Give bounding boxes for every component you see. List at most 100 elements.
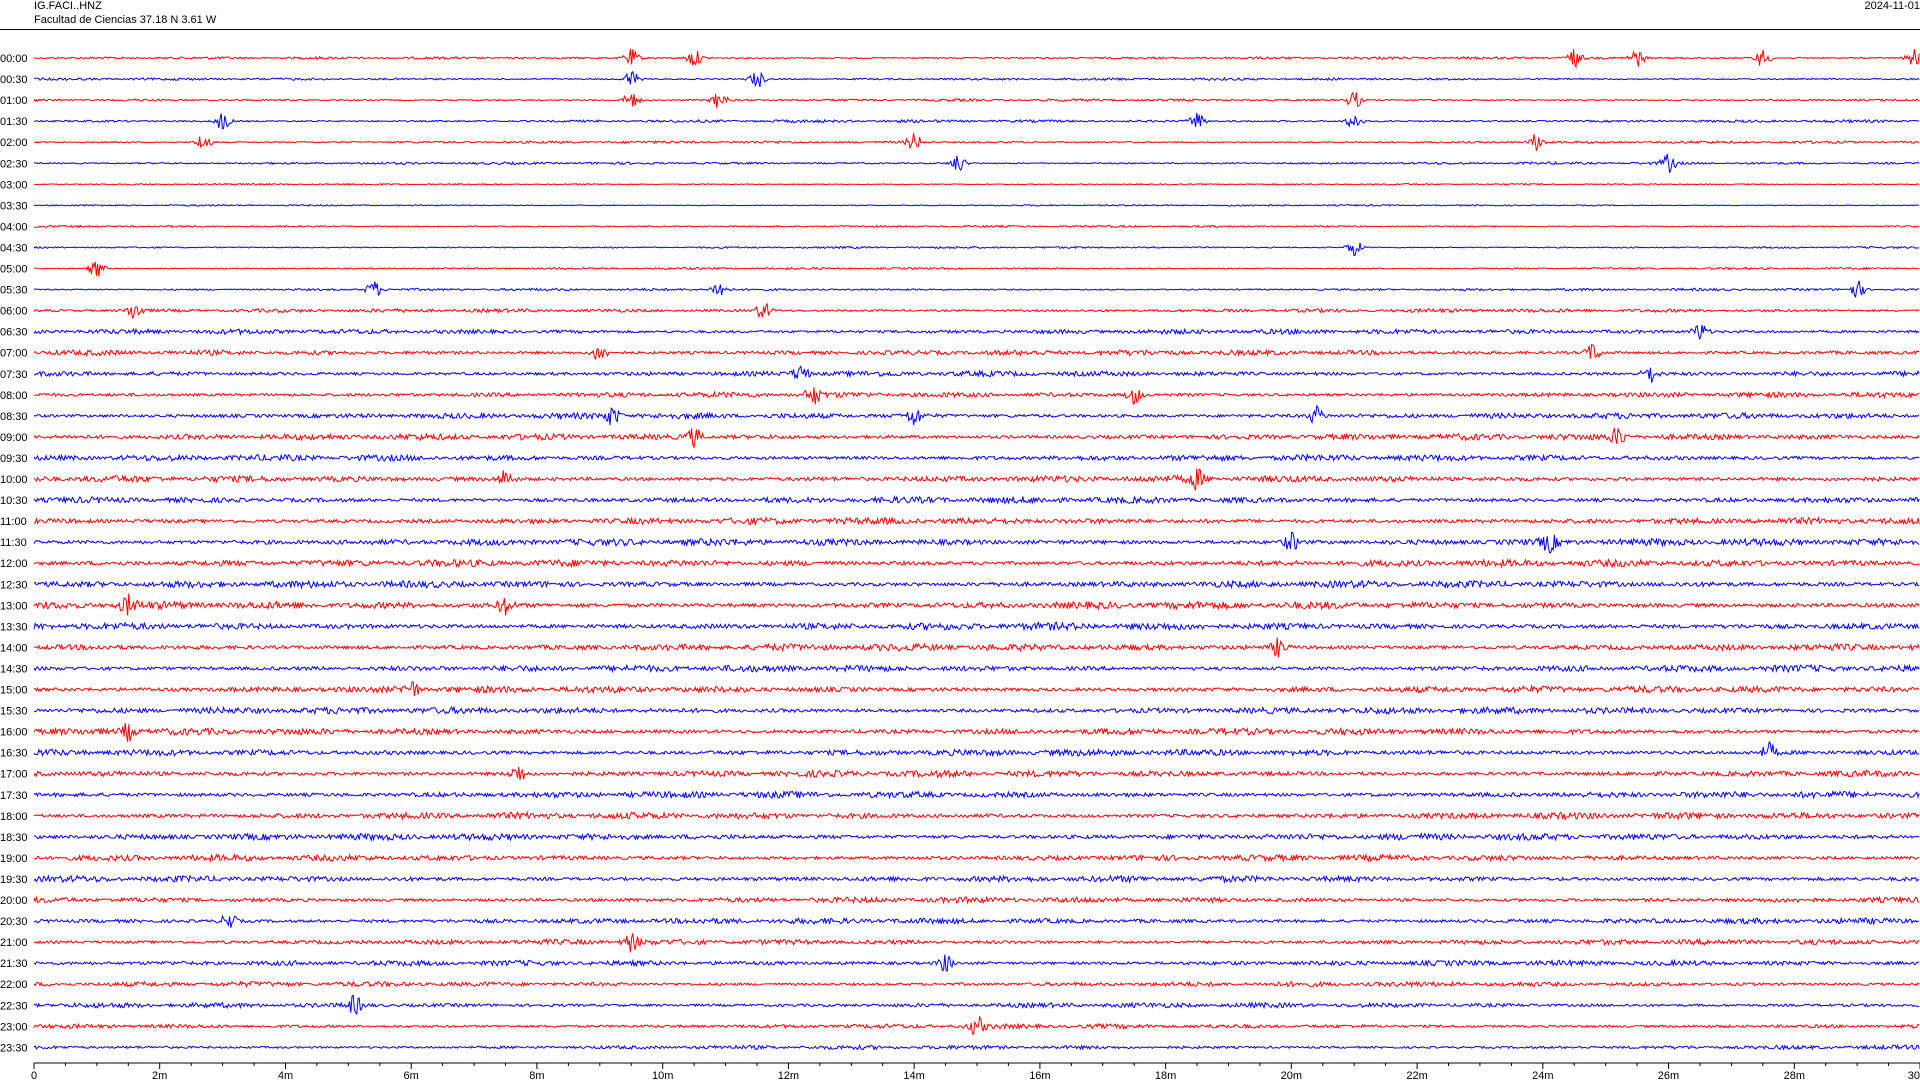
x-tick-label: 12m: [778, 1070, 799, 1080]
row-label-0630: 06:30: [0, 327, 28, 339]
row-label-0300: 03:00: [0, 179, 28, 191]
row-label-0600: 06:00: [0, 306, 28, 318]
trace-1400: [33, 637, 1920, 658]
x-tick-label: 20m: [1281, 1070, 1302, 1080]
plot-date: 2024-11-01: [1864, 0, 1920, 12]
row-label-1300: 13:00: [0, 600, 28, 612]
row-label-1630: 16:30: [0, 748, 28, 760]
row-label-0700: 07:00: [0, 348, 28, 360]
trace-1430: [33, 663, 1920, 674]
trace-1930: [33, 874, 1920, 884]
row-label-0930: 09:30: [0, 453, 28, 465]
trace-2230: [33, 994, 1920, 1016]
trace-1300: [33, 593, 1920, 616]
row-label-0000: 00:00: [0, 53, 28, 65]
x-tick-label: 8m: [529, 1070, 544, 1080]
trace-1630: [33, 740, 1920, 758]
row-label-2100: 21:00: [0, 937, 28, 949]
trace-1730: [33, 789, 1920, 800]
row-label-1330: 13:30: [0, 621, 28, 633]
x-tick-label: 0: [31, 1070, 37, 1080]
trace-1530: [33, 705, 1920, 716]
trace-0500: [33, 261, 1920, 277]
trace-1130: [33, 531, 1920, 554]
row-label-1000: 10:00: [0, 474, 28, 486]
trace-1600: [33, 722, 1920, 742]
row-label-1230: 12:30: [0, 579, 28, 591]
trace-2200: [33, 980, 1920, 989]
x-tick-label: 10m: [652, 1070, 673, 1080]
row-label-1400: 14:00: [0, 642, 28, 654]
row-label-1900: 19:00: [0, 853, 28, 865]
trace-1830: [33, 832, 1920, 843]
header-divider: [0, 29, 1920, 30]
trace-0100: [33, 91, 1920, 109]
trace-2030: [33, 914, 1920, 928]
trace-1700: [33, 766, 1920, 781]
trace-0600: [33, 302, 1920, 319]
trace-0700: [33, 343, 1920, 361]
trace-2330: [33, 1043, 1920, 1051]
trace-1800: [33, 810, 1920, 821]
row-label-2030: 20:30: [0, 916, 28, 928]
x-tick-label: 6m: [404, 1070, 419, 1080]
x-tick-label: 2m: [152, 1070, 167, 1080]
trace-2000: [33, 895, 1920, 905]
trace-1030: [33, 495, 1920, 505]
trace-2130: [33, 954, 1920, 973]
row-label-0330: 03:30: [0, 200, 28, 212]
x-tick-label: 22m: [1406, 1070, 1427, 1080]
row-label-0030: 00:30: [0, 74, 28, 86]
row-label-1830: 18:30: [0, 832, 28, 844]
row-label-1530: 15:30: [0, 706, 28, 718]
trace-0030: [33, 70, 1920, 88]
trace-0900: [33, 427, 1920, 449]
row-label-2300: 23:00: [0, 1021, 28, 1033]
row-label-1030: 10:30: [0, 495, 28, 507]
row-label-1430: 14:30: [0, 663, 28, 675]
x-tick-label: 16m: [1029, 1070, 1050, 1080]
trace-0830: [33, 404, 1920, 426]
row-label-1930: 19:30: [0, 874, 28, 886]
plot-header: IG.FACI..HNZ Facultad de Ciencias 37.18 …: [0, 0, 1920, 30]
trace-1900: [33, 853, 1920, 863]
x-tick-label: 14m: [903, 1070, 924, 1080]
trace-1500: [33, 681, 1920, 697]
row-label-0730: 07:30: [0, 369, 28, 381]
trace-0430: [33, 242, 1920, 257]
row-label-0500: 05:00: [0, 264, 28, 276]
row-label-2200: 22:00: [0, 979, 28, 991]
row-label-0800: 08:00: [0, 390, 28, 402]
trace-1330: [33, 620, 1920, 632]
row-label-1500: 15:00: [0, 685, 28, 697]
x-tick-label: 28m: [1784, 1070, 1805, 1080]
row-label-0230: 02:30: [0, 158, 28, 170]
station-location: Facultad de Ciencias 37.18 N 3.61 W: [34, 14, 217, 26]
station-code: IG.FACI..HNZ: [34, 0, 102, 12]
trace-0730: [33, 365, 1920, 383]
trace-1000: [33, 468, 1920, 492]
trace-0230: [33, 153, 1920, 174]
trace-0330: [33, 203, 1920, 207]
x-tick-label: 18m: [1155, 1070, 1176, 1080]
trace-0530: [33, 280, 1920, 299]
trace-0630: [33, 324, 1920, 340]
row-label-1700: 17:00: [0, 769, 28, 781]
row-label-1600: 16:00: [0, 727, 28, 739]
row-label-1100: 11:00: [0, 516, 27, 528]
row-label-0130: 01:30: [0, 116, 28, 128]
trace-1230: [33, 579, 1920, 590]
row-label-2330: 23:30: [0, 1042, 28, 1054]
trace-group: [33, 48, 1920, 1051]
row-label-0200: 02:00: [0, 137, 28, 149]
x-tick-label: 4m: [278, 1070, 293, 1080]
row-label-2000: 20:00: [0, 895, 28, 907]
row-label-1130: 11:30: [0, 537, 27, 549]
trace-0930: [33, 452, 1920, 463]
row-label-0900: 09:00: [0, 432, 28, 444]
row-label-1730: 17:30: [0, 790, 28, 802]
trace-0400: [33, 224, 1920, 229]
row-label-0100: 01:00: [0, 95, 28, 107]
trace-0130: [33, 112, 1920, 130]
time-axis: 0 2m 4m 6m 8m 10m 12m 14m 16m 18m 20m 22m 24m 26m 28m 3…: [31, 1062, 1920, 1080]
